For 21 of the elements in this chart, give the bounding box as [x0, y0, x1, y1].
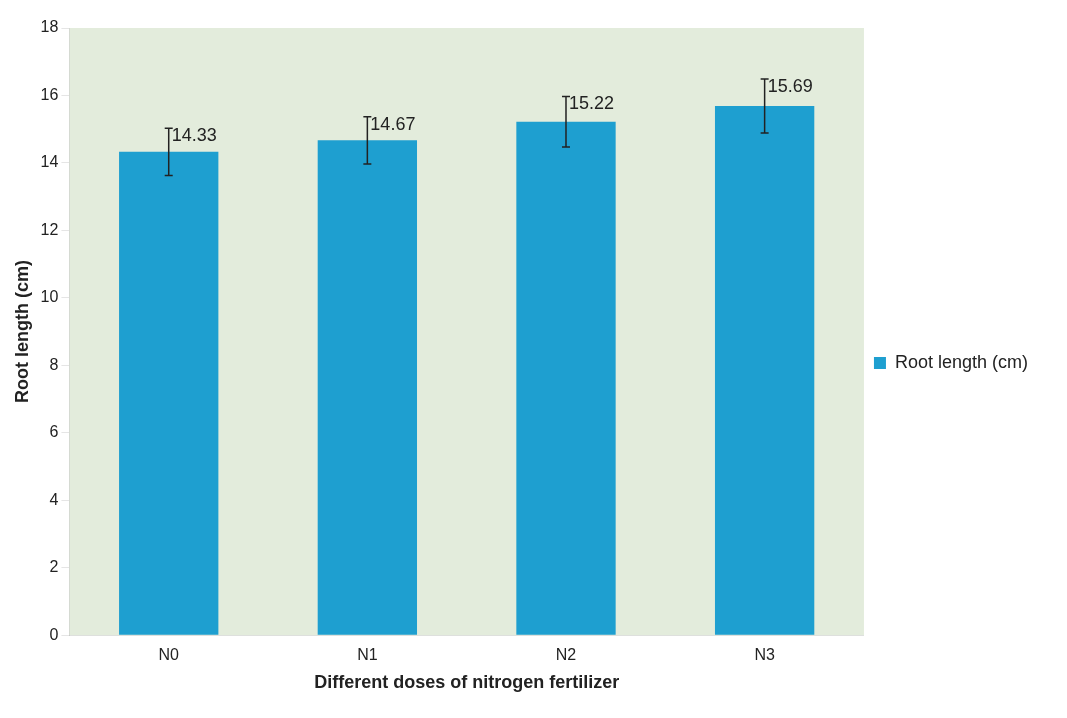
data-label: 15.22	[568, 93, 615, 114]
y-tick-label: 8	[49, 355, 59, 373]
y-axis-title: Root length (cm)	[11, 260, 32, 404]
y-tick-label: 10	[40, 288, 59, 306]
y-tick-label: 12	[40, 220, 59, 238]
x-tick-label: N3	[754, 646, 775, 664]
x-tick-label: N0	[158, 646, 180, 664]
y-tick-label: 0	[49, 625, 59, 643]
y-tick-label: 14	[40, 153, 59, 171]
x-tick-label: N1	[357, 646, 378, 664]
data-label: 15.69	[767, 75, 813, 96]
y-tick-label: 6	[49, 423, 59, 441]
x-axis-title: Different doses of nitrogen fertilizer	[314, 672, 620, 693]
y-tick-label: 16	[40, 85, 59, 103]
y-tick-label: 18	[40, 18, 59, 36]
legend-label: Root length (cm)	[894, 351, 1029, 372]
data-label: 14.33	[171, 125, 217, 146]
data-label: 14.67	[370, 113, 416, 134]
y-tick-label: 2	[49, 558, 59, 576]
y-tick-label: 4	[49, 490, 59, 508]
x-tick-label: N2	[555, 646, 577, 664]
